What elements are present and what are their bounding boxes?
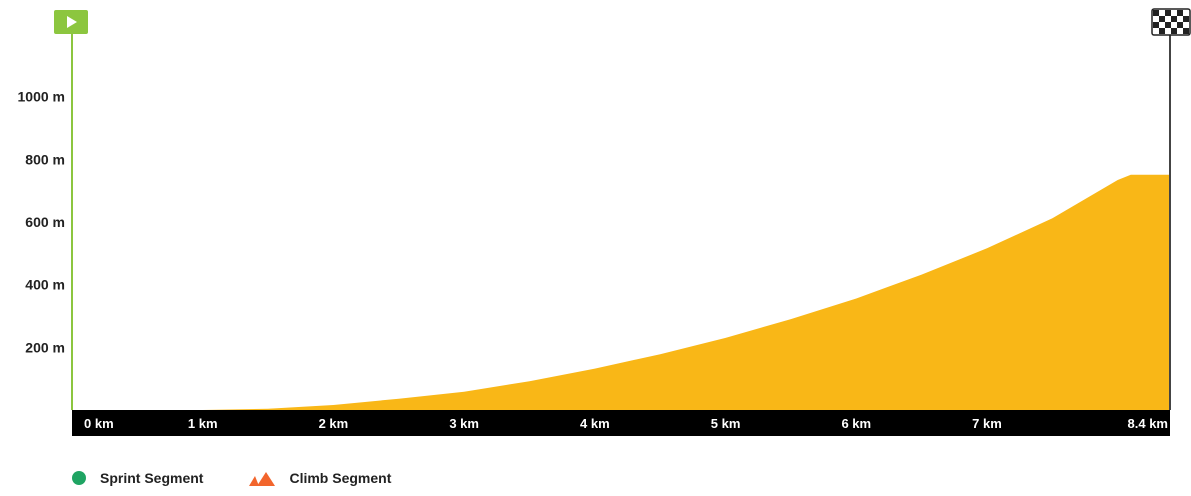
- sprint-dot-icon: [72, 471, 86, 485]
- elevation-profile-chart: 200 m 400 m 600 m 800 m 1000 m 0 km 1 km 2 km 3…: [18, 8, 1191, 436]
- x-axis-ticks: 0 km 1 km 2 km 3 km 4 km 5 km 6 km 7 km 8.4 km: [84, 416, 1168, 431]
- legend-item-sprint: Sprint Segment: [72, 470, 203, 486]
- y-tick-label: 600 m: [25, 214, 65, 230]
- x-tick-label: 6 km: [841, 416, 871, 431]
- legend: Sprint Segment Climb Segment: [72, 470, 437, 486]
- legend-item-climb: Climb Segment: [249, 470, 391, 486]
- y-tick-label: 1000 m: [18, 89, 65, 105]
- x-tick-label: 2 km: [319, 416, 349, 431]
- y-axis-ticks: 200 m 400 m 600 m 800 m 1000 m: [18, 89, 65, 356]
- x-tick-label: 0 km: [84, 416, 114, 431]
- x-axis-band: [72, 410, 1170, 436]
- x-tick-label: 7 km: [972, 416, 1002, 431]
- x-tick-label: 5 km: [711, 416, 741, 431]
- climb-mountain-icon: [249, 472, 276, 486]
- legend-label-climb: Climb Segment: [289, 470, 392, 486]
- start-flag-icon: [54, 10, 88, 34]
- elevation-area: [72, 174, 1170, 410]
- y-tick-label: 400 m: [25, 277, 65, 293]
- x-tick-label: 8.4 km: [1128, 416, 1168, 431]
- x-tick-label: 1 km: [188, 416, 218, 431]
- y-tick-label: 800 m: [25, 151, 65, 167]
- y-tick-label: 200 m: [25, 339, 65, 355]
- x-tick-label: 4 km: [580, 416, 610, 431]
- x-tick-label: 3 km: [449, 416, 479, 431]
- finish-checkered-flag-icon: [1151, 8, 1191, 36]
- legend-label-sprint: Sprint Segment: [100, 470, 204, 486]
